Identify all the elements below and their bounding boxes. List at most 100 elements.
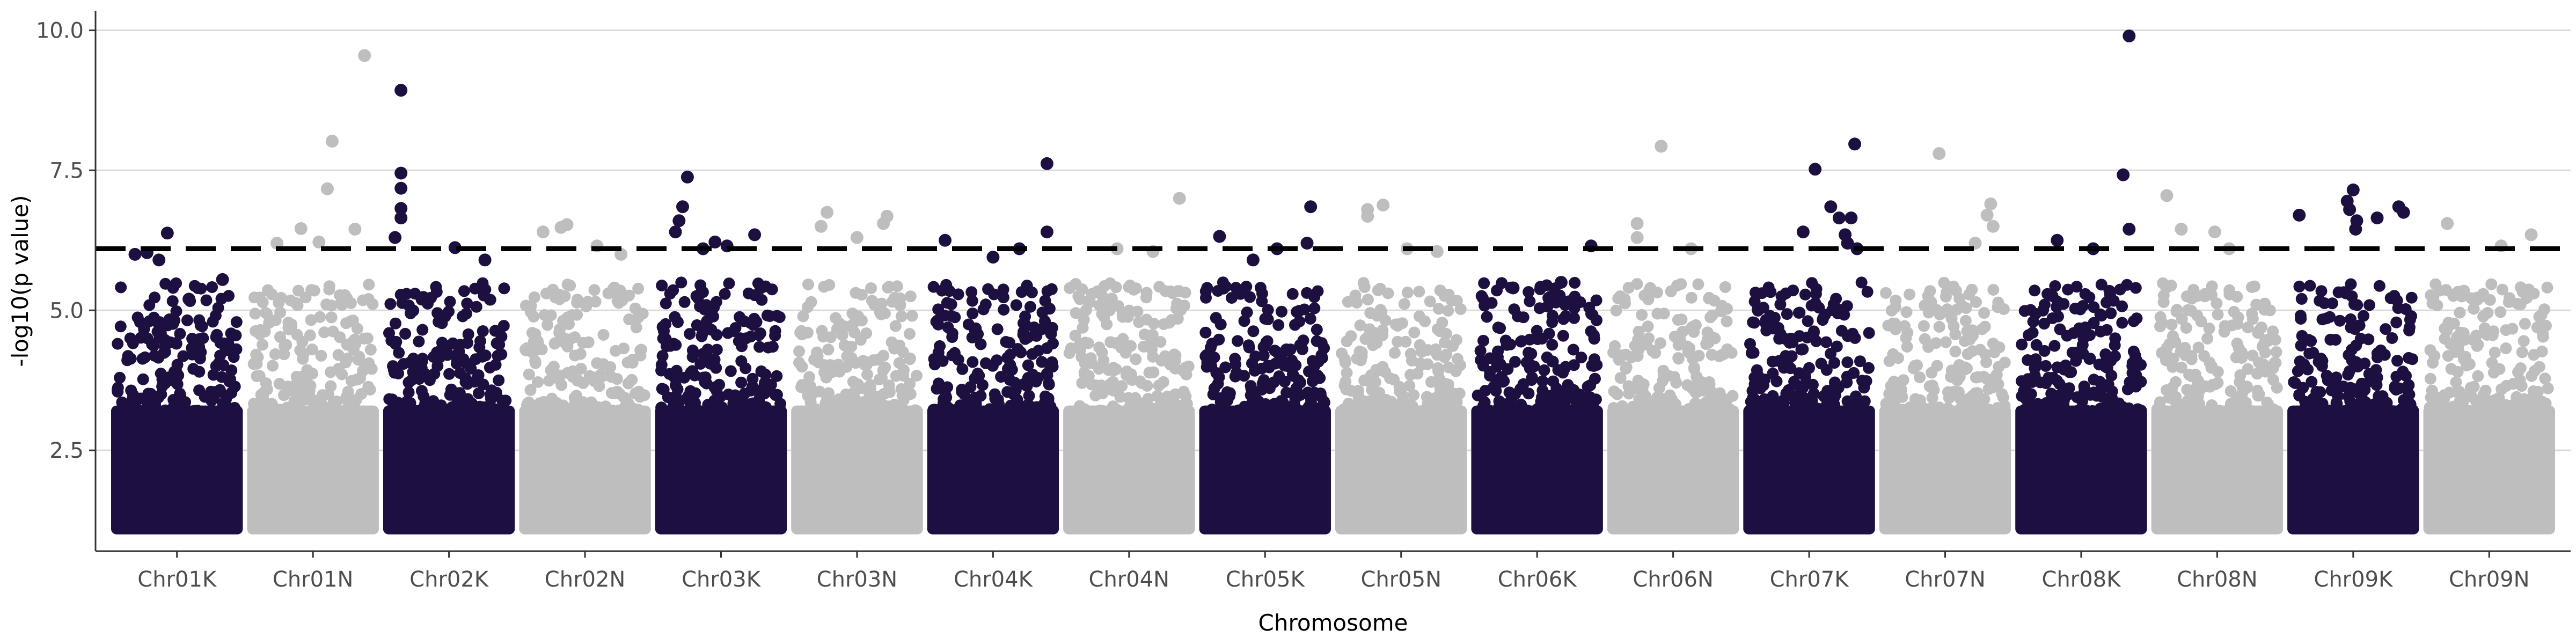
point-Chr02K-bg-104 <box>488 403 501 415</box>
point-Chr01N-bg-165 <box>263 403 275 415</box>
point-Chr02K-bg-83 <box>497 320 510 332</box>
point-mass-Chr02N <box>519 405 651 535</box>
point-Chr09N-bg-159 <box>2504 401 2516 413</box>
point-Chr09N-bg-164 <box>2496 383 2508 396</box>
point-Chr07K-bg-87 <box>1773 333 1785 345</box>
point-Chr01N-bg-144 <box>340 391 353 403</box>
point-Chr02N-bg-98 <box>545 364 557 376</box>
point-Chr08N-bg-169 <box>2160 282 2172 294</box>
point-Chr07N-0 <box>1933 147 1946 160</box>
point-Chr03K-bg-122 <box>734 311 746 323</box>
point-Chr01N-bg-130 <box>325 299 338 312</box>
point-Chr09N-bg-142 <box>2428 350 2441 362</box>
point-Chr08K-bg-114 <box>2030 353 2042 365</box>
x-tick-label-Chr08K: Chr08K <box>2042 567 2122 592</box>
point-Chr04K-bg-163 <box>956 363 969 375</box>
y-tick-label-2: 7.5 <box>49 158 84 183</box>
point-Chr04K-bg-57 <box>1045 328 1057 340</box>
point-Chr09N-bg-47 <box>2465 292 2477 304</box>
point-Chr07K-7 <box>1841 237 1854 250</box>
point-Chr05K-0 <box>1213 230 1226 243</box>
point-Chr07K-bg-84 <box>1861 286 1874 298</box>
point-Chr01N-0 <box>358 49 371 62</box>
point-Chr03K-bg-163 <box>719 288 731 300</box>
point-Chr02K-bg-128 <box>458 285 470 297</box>
point-Chr06N-bg-129 <box>1721 315 1733 327</box>
point-Chr02N-bg-112 <box>545 309 557 321</box>
point-Chr08K-bg-35 <box>2128 315 2140 327</box>
point-Chr01K-2 <box>216 273 229 286</box>
point-Chr05N-bg-167 <box>1374 396 1387 408</box>
point-Chr05K-bg-143 <box>1269 345 1281 357</box>
point-Chr04K-bg-76 <box>967 356 979 368</box>
point-Chr09N-bg-137 <box>2424 372 2436 385</box>
point-Chr08N-bg-75 <box>2264 304 2276 317</box>
point-Chr06K-bg-48 <box>1546 339 1558 351</box>
point-Chr08K-bg-54 <box>2066 347 2079 359</box>
point-Chr09N-bg-54 <box>2496 283 2508 296</box>
point-Chr06K-bg-119 <box>1523 347 1535 359</box>
point-Chr01N-bg-59 <box>292 284 304 297</box>
point-Chr01N-bg-69 <box>308 284 320 297</box>
point-Chr04N-bg-128 <box>1147 318 1160 330</box>
point-Chr06K-bg-84 <box>1557 313 1570 325</box>
point-Chr07N-bg-164 <box>1922 306 1935 319</box>
point-Chr02K-bg-125 <box>459 376 472 388</box>
point-Chr08K-bg-155 <box>2086 405 2098 417</box>
point-Chr03N-bg-138 <box>860 327 873 340</box>
point-Chr04N-bg-113 <box>1096 387 1109 400</box>
point-Chr02K-bg-167 <box>427 401 440 414</box>
point-Chr02K-bg-113 <box>390 317 401 330</box>
point-Chr02K-bg-160 <box>477 378 489 391</box>
point-Chr02K-bg-72 <box>430 281 442 293</box>
point-Chr01N-bg-79 <box>249 308 261 320</box>
point-Chr01N-bg-161 <box>340 356 352 369</box>
point-Chr05N-bg-87 <box>1382 287 1394 299</box>
point-Chr02K-1 <box>394 166 408 180</box>
point-Chr03N-bg-164 <box>883 379 895 392</box>
point-Chr03K-4 <box>708 236 722 248</box>
point-Chr01N-4 <box>294 222 308 235</box>
point-Chr08K-bg-150 <box>2038 318 2051 330</box>
point-Chr05N-bg-145 <box>1419 315 1431 327</box>
point-Chr04N-bg-144 <box>1134 375 1146 387</box>
point-Chr09K-0 <box>2346 183 2360 196</box>
point-Chr07N-bg-157 <box>1921 404 1934 416</box>
point-Chr05K-bg-130 <box>1262 313 1274 326</box>
point-Chr05N-bg-169 <box>1349 289 1362 302</box>
point-Chr04K-bg-141 <box>997 283 1009 296</box>
point-Chr07N-bg-109 <box>1988 346 2001 358</box>
x-tick-label-Chr09K: Chr09K <box>2314 567 2394 592</box>
point-Chr06N-bg-155 <box>1685 322 1697 334</box>
point-Chr04K-bg-149 <box>1045 283 1058 295</box>
point-Chr02N-bg-165 <box>626 374 638 386</box>
point-Chr02N-bg-137 <box>626 356 639 369</box>
point-Chr07K-bg-97 <box>1748 317 1760 329</box>
point-Chr09N-bg-78 <box>2500 342 2512 354</box>
point-Chr05K-bg-135 <box>1311 324 1323 336</box>
point-Chr08K-bg-158 <box>2074 303 2087 316</box>
point-Chr07N-bg-154 <box>1974 343 1986 356</box>
x-tick-label-Chr03K: Chr03K <box>682 567 762 592</box>
point-Chr05K-bg-161 <box>1278 405 1290 418</box>
point-mass-Chr01K <box>111 405 243 535</box>
point-Chr05N-bg-114 <box>1406 403 1418 415</box>
point-Chr08K-bg-138 <box>2088 301 2100 313</box>
point-Chr08K-bg-145 <box>2016 390 2028 402</box>
point-Chr07K-bg-82 <box>1806 378 1819 391</box>
point-Chr06K-bg-169 <box>1491 352 1503 364</box>
point-Chr04N-bg-147 <box>1147 366 1160 378</box>
point-Chr05K-bg-166 <box>1308 386 1321 399</box>
point-Chr09K-bg-94 <box>2314 295 2326 307</box>
point-Chr03N-bg-100 <box>820 371 832 384</box>
point-Chr09N-bg-82 <box>2507 378 2520 390</box>
point-Chr06K-bg-90 <box>1481 311 1493 323</box>
point-Chr04K-bg-92 <box>1004 359 1016 371</box>
point-Chr04K-bg-158 <box>946 327 958 340</box>
point-Chr09K-bg-109 <box>2340 287 2352 299</box>
point-Chr05K-bg-141 <box>1280 386 1293 399</box>
x-tick-label-Chr08N: Chr08N <box>2177 567 2258 592</box>
point-Chr02K-bg-168 <box>444 296 456 308</box>
point-Chr06K-bg-123 <box>1547 375 1560 387</box>
point-Chr06K-bg-118 <box>1509 405 1521 417</box>
